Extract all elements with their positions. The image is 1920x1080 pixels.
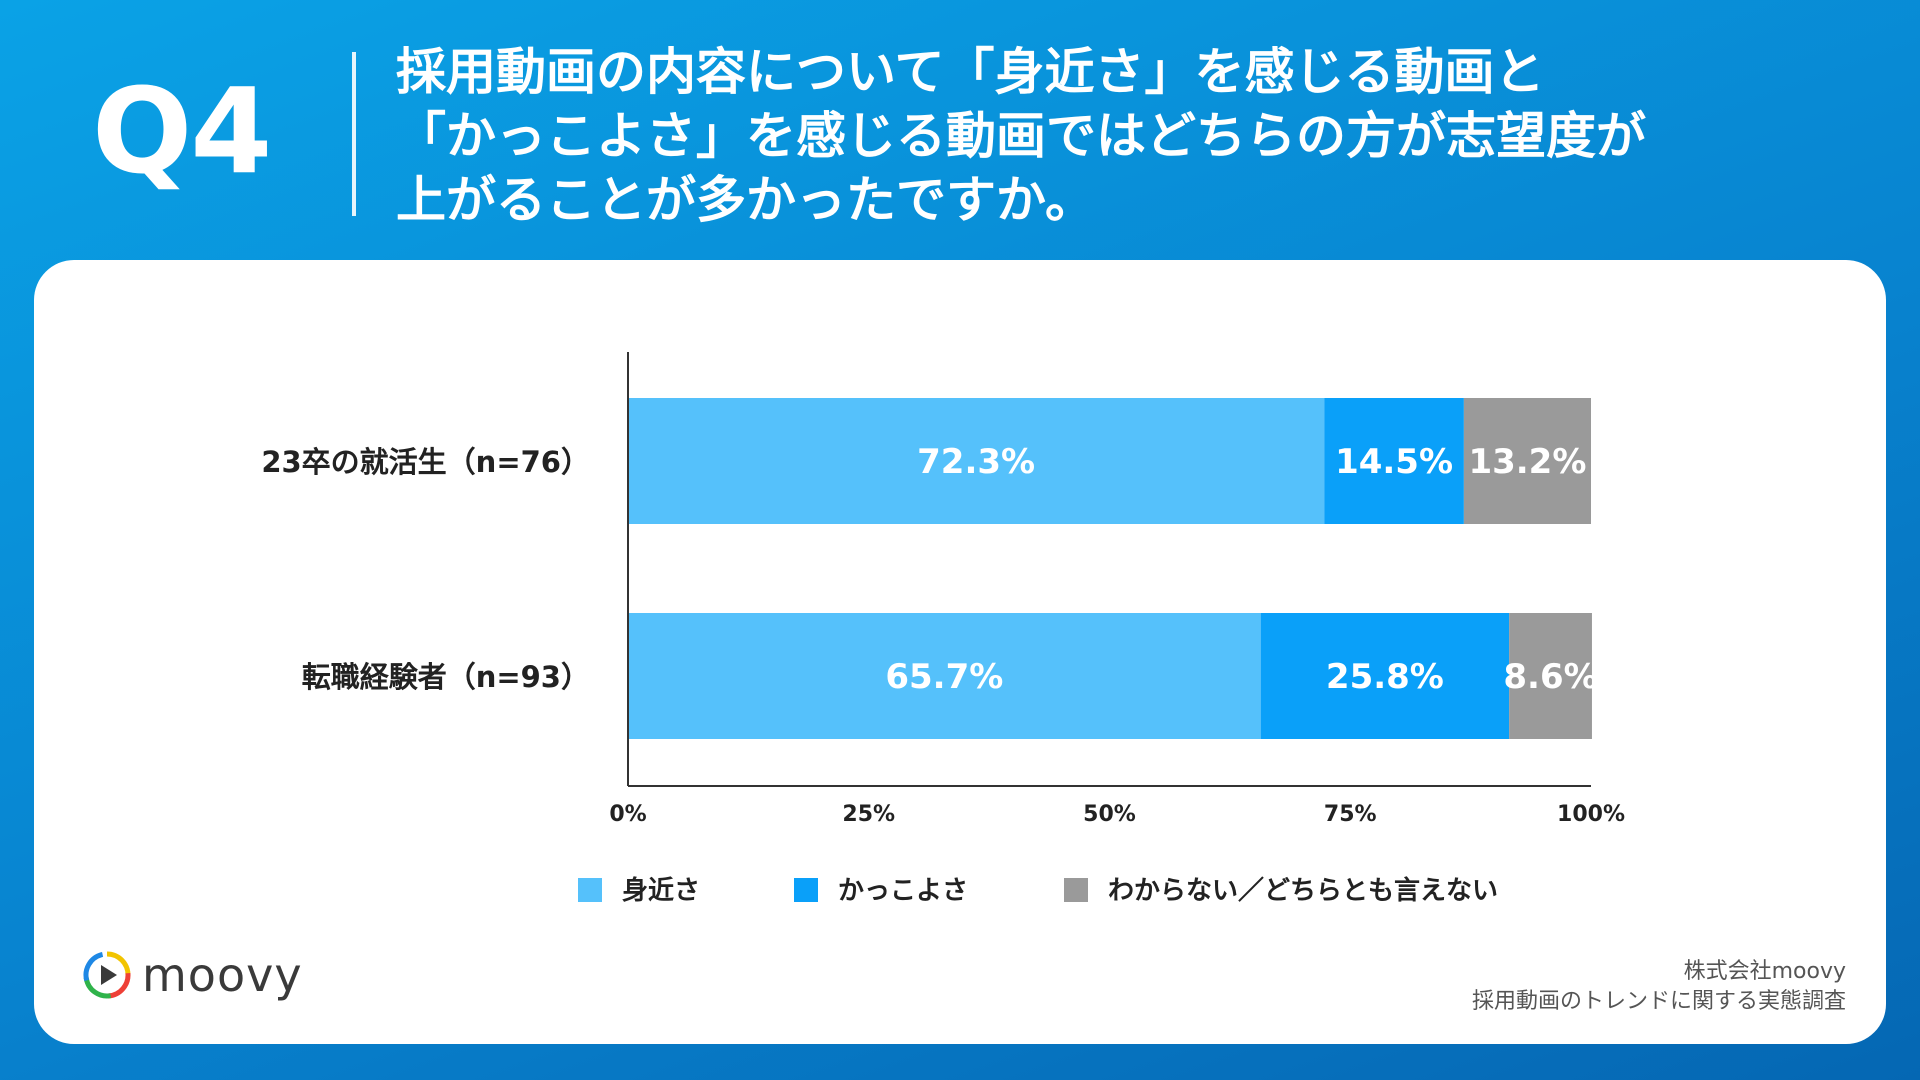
question-line-1: 採用動画の内容について「身近さ」を感じる動画と xyxy=(396,43,1545,101)
credit-survey: 採用動画のトレンドに関する実態調査 xyxy=(1471,989,1846,1014)
logo-text: moovy xyxy=(142,948,303,1002)
play-logo-icon xyxy=(83,951,131,999)
legend-label: わからない／どちらとも言えない xyxy=(1108,876,1498,906)
chart-card: 72.3% 14.5% 13.2% 23卒の就活生（n=76） 65.7% 25.8% 8.… xyxy=(34,260,1886,1044)
moovy-logo: moovy xyxy=(82,948,303,1002)
credit-company: 株式会社moovy xyxy=(1683,959,1846,984)
legend-label: 身近さ xyxy=(622,875,700,906)
data-label: 25.8% xyxy=(1326,657,1444,697)
bar-segment xyxy=(1324,398,1464,524)
header: Q4 採用動画の内容について「身近さ」を感じる動画と 「かっこよさ」を感じる動画… xyxy=(0,0,1920,260)
category-label: 転職経験者（n=93） xyxy=(302,660,590,694)
bar-segment xyxy=(1463,398,1591,524)
legend-swatch xyxy=(578,878,602,902)
bar-segment xyxy=(628,398,1325,524)
question-line-3: 上がることが多かったですか。 xyxy=(396,171,1095,229)
x-tick-label: 75% xyxy=(1324,802,1377,827)
bar-segment xyxy=(628,613,1261,739)
data-label: 14.5% xyxy=(1335,442,1453,482)
stacked-bar-chart: 72.3% 14.5% 13.2% 23卒の就活生（n=76） 65.7% 25.8% 8.… xyxy=(261,352,1625,906)
legend-swatch xyxy=(1064,878,1088,902)
data-label: 72.3% xyxy=(917,442,1035,482)
data-label: 8.6% xyxy=(1503,657,1597,697)
data-label: 65.7% xyxy=(885,657,1003,697)
bar-segment xyxy=(1260,613,1510,739)
header-divider xyxy=(352,52,356,216)
legend-swatch xyxy=(794,878,818,902)
legend-label: かっこよさ xyxy=(838,876,968,906)
x-tick-label: 25% xyxy=(842,802,895,827)
x-tick-label: 100% xyxy=(1557,802,1625,827)
x-tick-label: 0% xyxy=(609,802,646,827)
x-tick-label: 50% xyxy=(1083,802,1136,827)
question-number: Q4 xyxy=(92,62,272,200)
question-text: 採用動画の内容について「身近さ」を感じる動画と 「かっこよさ」を感じる動画ではど… xyxy=(396,40,1856,232)
question-line-2: 「かっこよさ」を感じる動画ではどちらの方が志望度が xyxy=(396,107,1646,165)
data-label: 13.2% xyxy=(1468,442,1586,482)
category-label: 23卒の就活生（n=76） xyxy=(261,445,590,479)
bar-segment xyxy=(1509,613,1592,739)
credit: 株式会社moovy 採用動画のトレンドに関する実態調査 xyxy=(1472,957,1846,1017)
